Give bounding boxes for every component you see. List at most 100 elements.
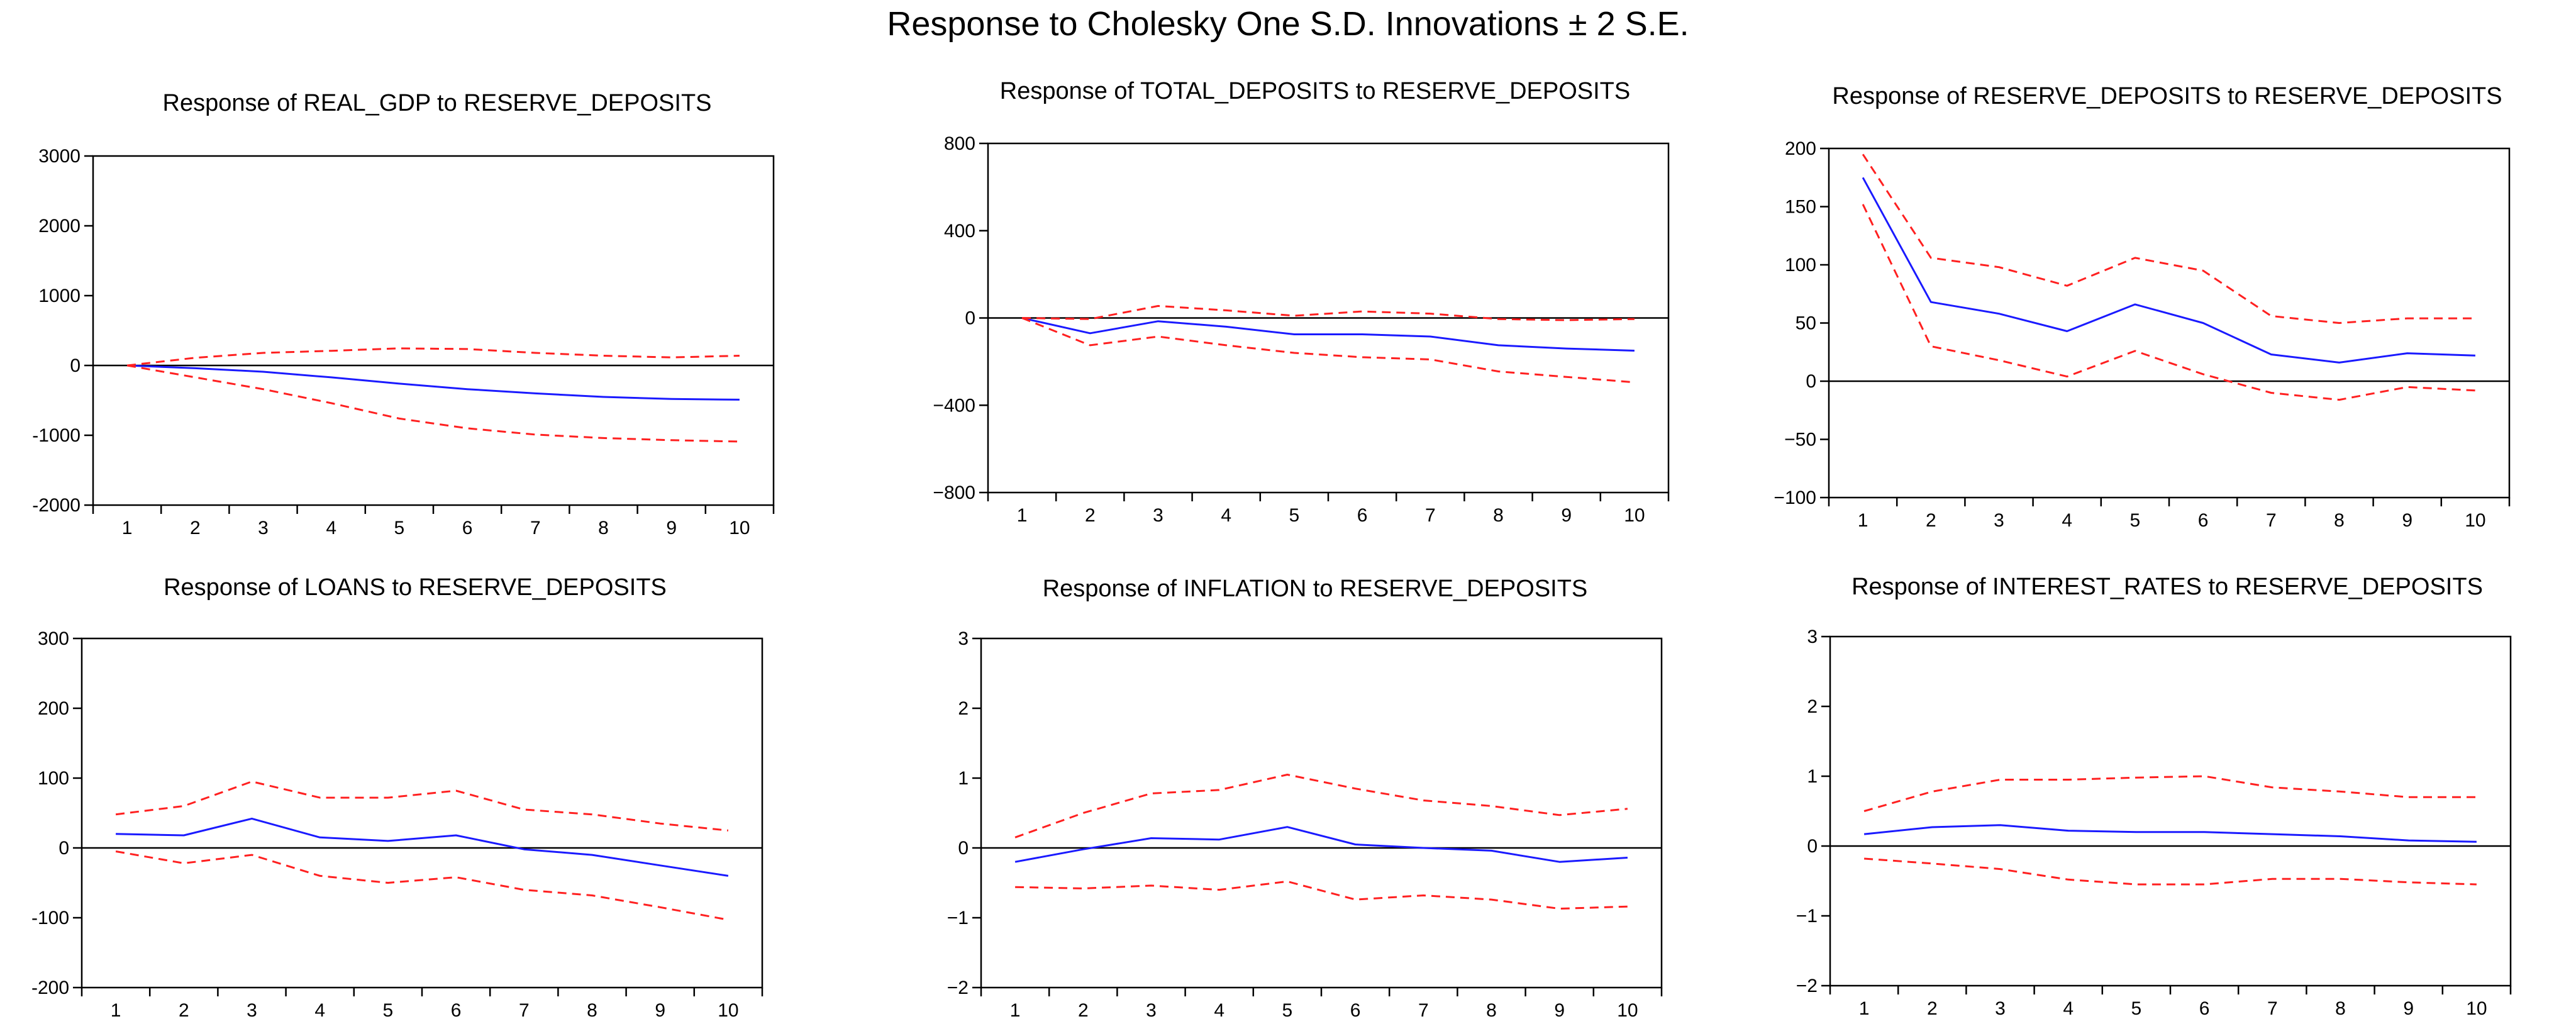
y-tick-label: 0	[1807, 836, 1818, 857]
x-tick-label: 7	[1418, 1000, 1429, 1021]
panel-title: Response of INFLATION to RESERVE_DEPOSIT…	[1043, 576, 1588, 602]
y-tick-label: -100	[31, 908, 69, 928]
y-tick-label: 400	[944, 221, 975, 242]
x-tick-label: 7	[2267, 998, 2278, 1019]
panel-interest-rates: Response of INTEREST_RATES to RESERVE_DE…	[1796, 574, 2512, 1019]
x-tick-label: 3	[1994, 510, 2004, 531]
y-tick-label: −100	[1774, 487, 1816, 508]
y-tick-label: −1	[947, 908, 969, 928]
x-tick-label: 10	[1617, 1000, 1638, 1021]
x-tick-label: 1	[122, 518, 133, 538]
x-tick-label: 2	[179, 1000, 189, 1021]
x-tick-label: 8	[1493, 505, 1504, 526]
panel-title: Response of RESERVE_DEPOSITS to RESERVE_…	[1832, 83, 2502, 109]
x-tick-label: 3	[247, 1000, 257, 1021]
x-tick-label: 8	[1486, 1000, 1497, 1021]
x-tick-label: 3	[1153, 505, 1163, 526]
x-tick-label: 6	[451, 1000, 462, 1021]
x-tick-label: 9	[2403, 998, 2414, 1019]
x-tick-label: 9	[1561, 505, 1572, 526]
series-response	[1862, 177, 2475, 364]
y-tick-label: 150	[1785, 197, 1816, 218]
y-tick-label: 50	[1796, 313, 1816, 334]
series-lower-2se	[1015, 880, 1628, 910]
series-lower-2se	[1021, 317, 1635, 384]
y-tick-label: 0	[958, 838, 969, 859]
y-tick-label: −800	[933, 482, 975, 503]
y-tick-label: −2	[1796, 976, 1818, 996]
y-tick-label: 0	[965, 308, 975, 329]
series-lower-2se	[1862, 204, 2475, 401]
panel-reserve-deposits: Response of RESERVE_DEPOSITS to RESERVE_…	[1774, 83, 2511, 531]
x-tick-label: 5	[2131, 998, 2142, 1019]
x-tick-label: 6	[462, 518, 473, 538]
x-tick-label: 4	[314, 1000, 325, 1021]
series-upper-2se	[1863, 775, 2477, 812]
panel-real-gdp: Response of REAL_GDP to RESERVE_DEPOSITS…	[32, 90, 775, 538]
series-lower-2se	[1863, 857, 2477, 886]
y-tick-label: 0	[70, 355, 80, 376]
y-tick-label: −1	[1796, 906, 1818, 927]
x-tick-label: 5	[394, 518, 405, 538]
x-tick-label: 4	[1221, 505, 1231, 526]
x-tick-label: 5	[1282, 1000, 1293, 1021]
x-tick-label: 5	[383, 1000, 394, 1021]
x-tick-label: 6	[1357, 505, 1368, 526]
x-tick-label: 3	[1146, 1000, 1157, 1021]
x-tick-label: 6	[1350, 1000, 1361, 1021]
x-tick-label: 6	[2198, 510, 2209, 531]
series-response	[1014, 826, 1628, 863]
series-lower-2se	[126, 364, 740, 443]
y-tick-label: 3	[1807, 627, 1818, 647]
x-tick-label: 5	[2130, 510, 2141, 531]
x-tick-label: 10	[718, 1000, 738, 1021]
panel-title: Response of INTEREST_RATES to RESERVE_DE…	[1852, 574, 2483, 600]
panel-title: Response of TOTAL_DEPOSITS to RESERVE_DE…	[1000, 78, 1631, 104]
panel-loans: Response of LOANS to RESERVE_DEPOSITS -20…	[31, 574, 763, 1021]
y-tick-label: 800	[944, 133, 975, 154]
x-tick-label: 1	[1859, 998, 1870, 1019]
y-tick-label: 300	[38, 628, 69, 649]
x-tick-label: 4	[2062, 510, 2072, 531]
y-tick-label: 100	[1785, 255, 1816, 276]
x-tick-label: 9	[2402, 510, 2412, 531]
y-tick-label: 0	[1806, 371, 1816, 392]
x-tick-label: 6	[2199, 998, 2210, 1019]
x-tick-label: 4	[326, 518, 336, 538]
x-tick-label: 1	[1858, 510, 1868, 531]
y-tick-label: 2	[958, 698, 969, 719]
x-tick-label: 1	[111, 1000, 121, 1021]
x-tick-label: 9	[1554, 1000, 1565, 1021]
x-tick-label: 7	[530, 518, 541, 538]
y-tick-label: 2000	[38, 216, 80, 237]
x-tick-label: 2	[1927, 998, 1938, 1019]
series-upper-2se	[1022, 304, 1635, 321]
figure-title: Response to Cholesky One S.D. Innovation…	[887, 5, 1689, 43]
x-tick-label: 3	[258, 518, 269, 538]
panel-title: Response of REAL_GDP to RESERVE_DEPOSITS	[163, 90, 712, 116]
y-tick-label: 1000	[38, 286, 80, 306]
y-tick-label: 1	[1807, 766, 1818, 787]
series-lower-2se	[115, 850, 729, 921]
x-tick-label: 8	[2334, 510, 2345, 531]
x-tick-label: 2	[1926, 510, 1936, 531]
x-tick-label: 8	[2335, 998, 2346, 1019]
x-tick-label: 9	[655, 1000, 665, 1021]
x-tick-label: 4	[2063, 998, 2074, 1019]
series-response	[127, 364, 740, 401]
y-tick-label: -200	[31, 978, 69, 998]
x-tick-label: 9	[666, 518, 677, 538]
x-tick-label: 1	[1010, 1000, 1021, 1021]
series-response	[116, 817, 729, 877]
y-tick-label: 2	[1807, 696, 1818, 717]
x-tick-label: 10	[2465, 510, 2485, 531]
x-tick-label: 10	[1624, 505, 1645, 526]
series-response	[1863, 824, 2477, 843]
y-tick-label: 1	[958, 768, 969, 789]
x-tick-label: 10	[2466, 998, 2487, 1019]
panel-inflation: Response of INFLATION to RESERVE_DEPOSIT…	[947, 576, 1663, 1021]
x-tick-label: 8	[598, 518, 609, 538]
x-tick-label: 2	[1078, 1000, 1089, 1021]
